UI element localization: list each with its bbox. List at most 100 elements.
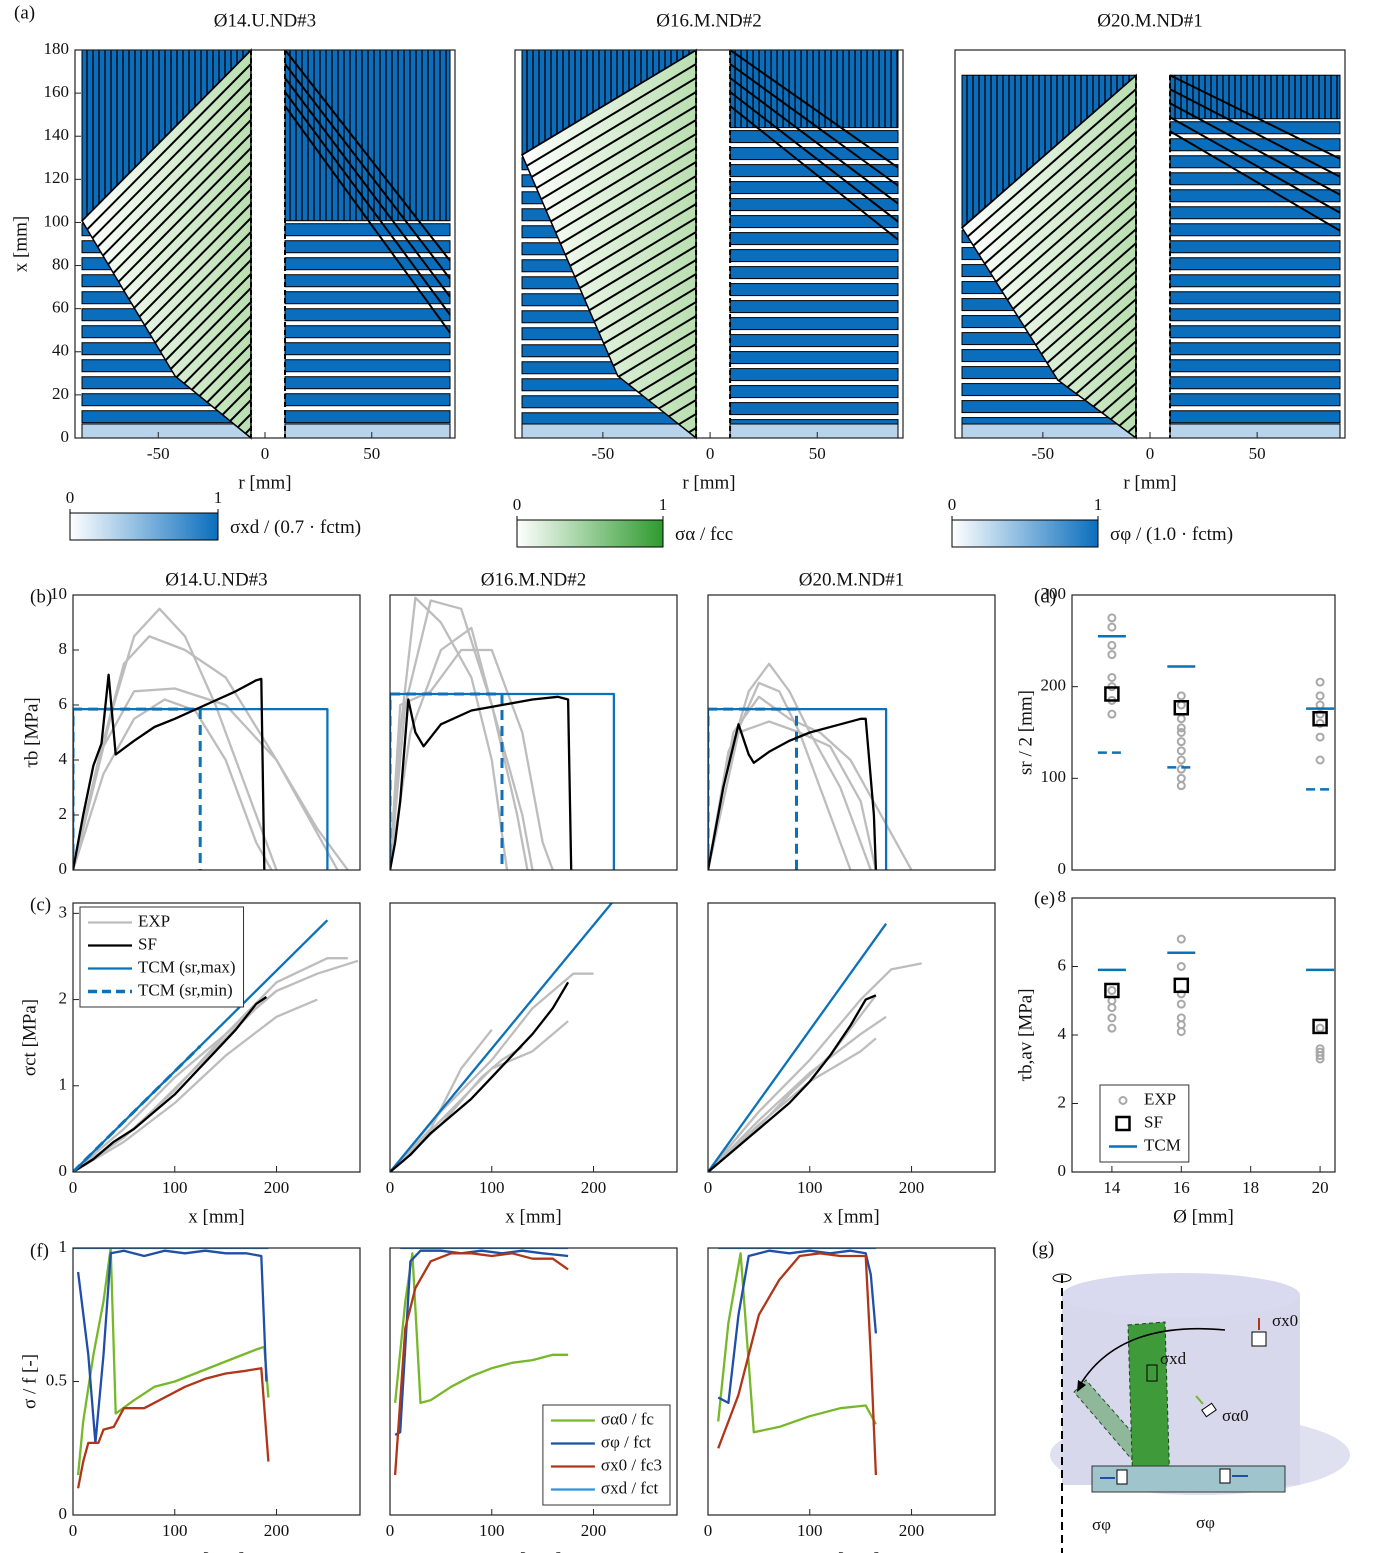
series-line <box>718 1253 876 1432</box>
stripe <box>1170 424 1340 438</box>
colorbar-tick-label: 1 <box>214 488 223 507</box>
stripe <box>730 216 898 228</box>
panel-label: (b) <box>30 586 52 607</box>
colorbar-label: σφ / (1.0 · fctm) <box>1110 524 1233 545</box>
stripe <box>1170 326 1340 338</box>
chart-title: Ø16.M.ND#2 <box>481 569 587 590</box>
legend-label: TCM (sr,max) <box>138 957 236 976</box>
y-tick-label: 80 <box>52 254 69 273</box>
panel-label: (f) <box>30 1240 49 1261</box>
colorbar <box>70 513 218 540</box>
y-tick-label: 8 <box>1058 887 1067 906</box>
x-tick-label: 0 <box>704 1178 713 1197</box>
series-line <box>390 598 507 870</box>
chart-title: Ø20.M.ND#1 <box>1097 10 1203 31</box>
legend-label: σx0 / fc3 <box>601 1455 662 1474</box>
x-tick-label: 0 <box>386 1521 395 1540</box>
chart-title: Ø14.U.ND#3 <box>165 569 267 590</box>
element-icon <box>1252 1332 1266 1346</box>
colorbar-label: σα / fcc <box>675 524 733 545</box>
plot-area <box>718 1248 876 1475</box>
series-line <box>390 900 614 1172</box>
x-axis-label: x [mm] <box>505 1206 561 1227</box>
x-tick-label: -50 <box>147 444 170 463</box>
exp-point <box>1178 738 1185 745</box>
y-tick-label: 0 <box>1058 1161 1067 1180</box>
stripe <box>285 411 450 423</box>
stripe <box>730 267 898 279</box>
y-axis-label: τb [MPa] <box>21 697 42 767</box>
legend-label: σxd / fct <box>601 1478 659 1497</box>
x-tick-label: 0 <box>69 1521 78 1540</box>
exp-point <box>1178 729 1185 736</box>
x-tick-label: 0 <box>1146 444 1155 463</box>
stripe <box>730 182 898 194</box>
y-tick-label: 0 <box>59 1161 68 1180</box>
stripe <box>1170 343 1340 355</box>
y-tick-label: 100 <box>44 211 70 230</box>
panel-label: (d) <box>1034 586 1056 607</box>
chart-title: Ø14.U.ND#3 <box>214 10 316 31</box>
exp-point <box>1178 775 1185 782</box>
series-line <box>390 650 553 870</box>
x-tick-label: 100 <box>797 1178 823 1197</box>
y-tick-label: 40 <box>52 341 69 360</box>
plot-area <box>73 609 348 870</box>
exp-point <box>1317 734 1324 741</box>
x-tick-label: 200 <box>899 1178 925 1197</box>
x-axis-label: x [mm] <box>188 1549 244 1553</box>
stripe <box>1170 241 1340 253</box>
colorbar-label: σxd / (0.7 · fctm) <box>230 517 361 538</box>
y-tick-label: 160 <box>44 82 70 101</box>
stripe <box>730 318 898 330</box>
chart-title: Ø20.M.ND#1 <box>799 569 905 590</box>
stripe <box>285 377 450 389</box>
exp-point <box>1178 1001 1185 1008</box>
stripe <box>1170 224 1340 236</box>
y-tick-label: 140 <box>44 125 70 144</box>
x-axis-label: x [mm] <box>505 1549 561 1553</box>
stress-label: σφ <box>1092 1515 1111 1534</box>
chart-title: Ø16.M.ND#2 <box>656 10 762 31</box>
plot-area <box>395 1248 568 1475</box>
stripe <box>285 343 450 355</box>
colorbar-tick-label: 0 <box>513 495 522 514</box>
x-tick-label: 100 <box>162 1521 188 1540</box>
y-tick-label: 0 <box>61 427 70 446</box>
element-icon <box>1220 1469 1230 1483</box>
y-tick-label: 2 <box>59 988 68 1007</box>
plot-area <box>1098 936 1334 1063</box>
y-tick-label: 0 <box>1058 859 1067 878</box>
stripe <box>730 284 898 296</box>
x-tick-label: 50 <box>809 444 826 463</box>
stripe <box>730 369 898 381</box>
x-axis-label: r [mm] <box>1123 472 1176 493</box>
series-line <box>390 628 533 870</box>
stripe <box>285 309 450 321</box>
plot-area <box>390 598 614 870</box>
x-tick-label: 16 <box>1173 1178 1190 1197</box>
legend: EXPSFTCM (sr,max)TCM (sr,min) <box>80 907 244 1007</box>
plot-area <box>1098 614 1334 789</box>
y-tick-label: 4 <box>59 749 68 768</box>
axes-frame <box>708 595 995 870</box>
exp-point <box>1178 782 1185 789</box>
legend-label: SF <box>1144 1112 1163 1131</box>
x-tick-label: 200 <box>899 1521 925 1540</box>
stripe <box>1170 309 1340 321</box>
stress-label: σα0 <box>1222 1406 1249 1425</box>
x-tick-label: 50 <box>363 444 380 463</box>
legend-label: σα0 / fc <box>601 1409 654 1428</box>
y-axis-label: sr / 2 [mm] <box>1015 690 1036 775</box>
y-tick-label: 0 <box>59 1504 68 1523</box>
stripe <box>730 199 898 211</box>
x-tick-label: 0 <box>706 444 715 463</box>
y-tick-label: 4 <box>1058 1024 1067 1043</box>
x-tick-label: 100 <box>162 1178 188 1197</box>
exp-point <box>1178 963 1185 970</box>
x-tick-label: 20 <box>1312 1178 1329 1197</box>
panel-label: (g) <box>1032 1238 1054 1259</box>
y-tick-label: 3 <box>59 902 68 921</box>
stripe <box>1170 275 1340 287</box>
